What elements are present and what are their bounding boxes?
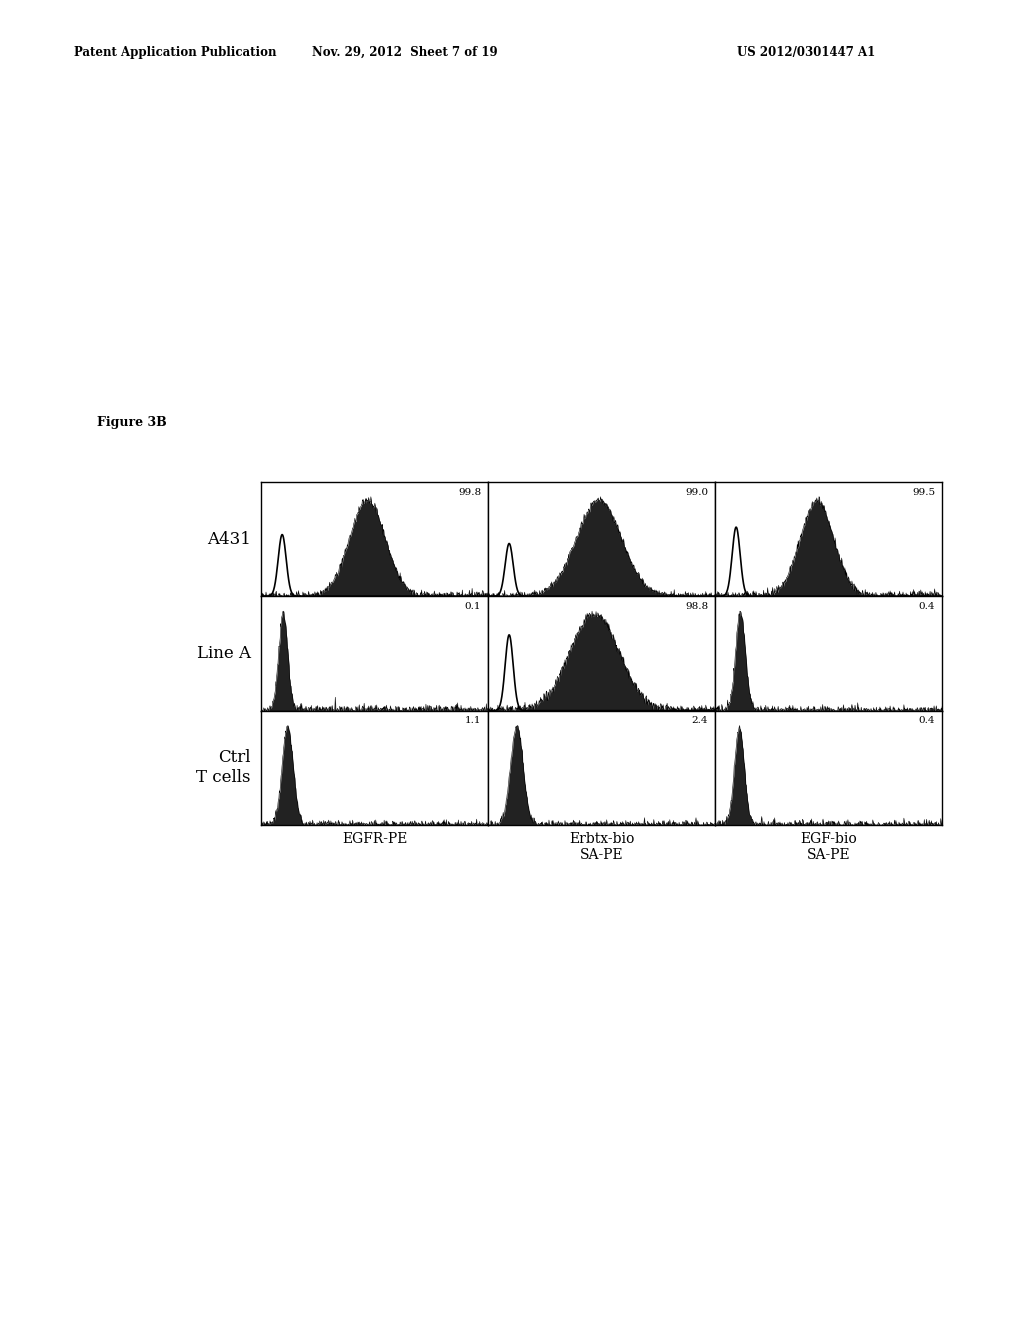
Text: Erbtx-bio
SA-PE: Erbtx-bio SA-PE: [569, 832, 634, 862]
Text: US 2012/0301447 A1: US 2012/0301447 A1: [737, 46, 876, 59]
Text: 99.0: 99.0: [685, 487, 709, 496]
Text: Figure 3B: Figure 3B: [97, 416, 167, 429]
Text: Ctrl
T cells: Ctrl T cells: [197, 750, 251, 787]
Text: 99.8: 99.8: [458, 487, 481, 496]
Text: Nov. 29, 2012  Sheet 7 of 19: Nov. 29, 2012 Sheet 7 of 19: [311, 46, 498, 59]
Text: 0.4: 0.4: [919, 602, 935, 611]
Text: EGFR-PE: EGFR-PE: [342, 832, 408, 846]
Text: 0.1: 0.1: [465, 602, 481, 611]
Text: Patent Application Publication: Patent Application Publication: [74, 46, 276, 59]
Text: Line A: Line A: [197, 645, 251, 661]
Text: 99.5: 99.5: [912, 487, 935, 496]
Text: 0.4: 0.4: [919, 717, 935, 725]
Text: 2.4: 2.4: [692, 717, 709, 725]
Text: EGF-bio
SA-PE: EGF-bio SA-PE: [800, 832, 857, 862]
Text: 1.1: 1.1: [465, 717, 481, 725]
Text: A431: A431: [207, 531, 251, 548]
Text: 98.8: 98.8: [685, 602, 709, 611]
